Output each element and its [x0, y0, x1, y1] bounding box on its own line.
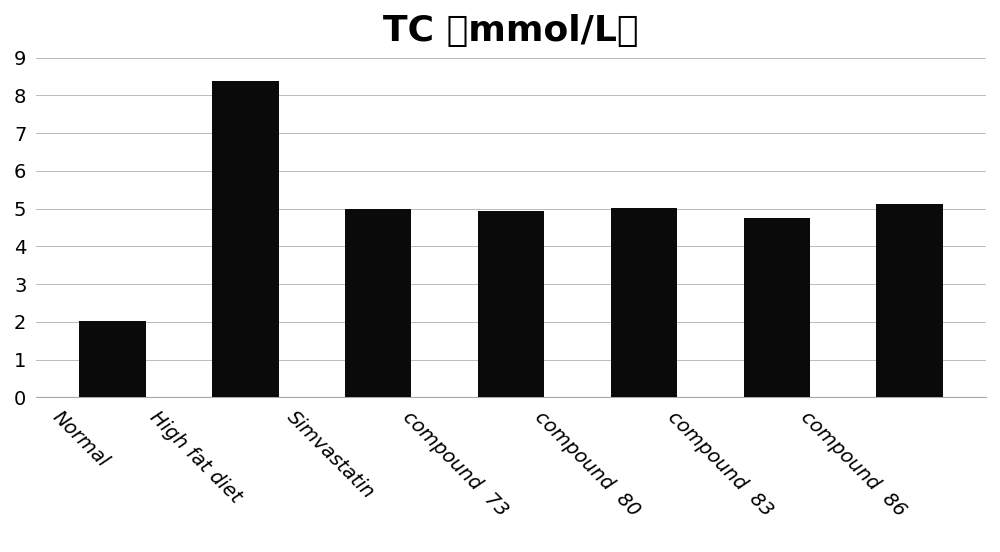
Bar: [345, 209, 411, 397]
Bar: [744, 218, 810, 397]
Bar: [876, 204, 943, 397]
Bar: [478, 211, 544, 397]
Bar: [611, 208, 677, 397]
Bar: [212, 81, 279, 397]
Title: TC （mmol/L）: TC （mmol/L）: [383, 14, 639, 48]
Bar: [79, 321, 146, 397]
